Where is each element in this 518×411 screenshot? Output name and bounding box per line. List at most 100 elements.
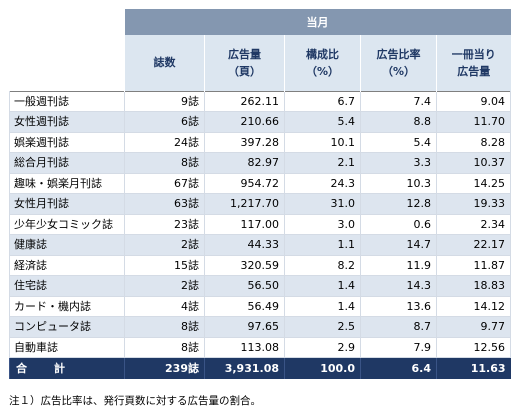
table-row: 総合月刊誌 8誌 82.97 2.1 3.3 10.37 — [9, 152, 512, 174]
table-row: 自動車誌 8誌 113.08 2.9 7.9 12.56 — [9, 337, 512, 358]
row-name: 趣味・娯楽月刊誌 — [9, 173, 125, 194]
row-ad-pages: 397.28 — [204, 132, 285, 153]
table-row: 女性月刊誌 63誌 1,217.70 31.0 12.8 19.33 — [9, 193, 512, 215]
row-count: 9誌 — [124, 90, 205, 112]
header-corner-2 — [9, 35, 125, 91]
header-corner — [9, 9, 125, 35]
month-header: 当月 — [124, 9, 511, 35]
column-header-share: 構成比 （%） — [284, 35, 361, 91]
total-per-copy: 11.63 — [435, 357, 511, 379]
row-ratio: 13.6 — [360, 296, 437, 317]
row-per-copy: 19.33 — [435, 193, 512, 215]
row-share: 2.9 — [284, 337, 361, 358]
table-row: コンピュータ誌 8誌 97.65 2.5 8.7 9.77 — [9, 316, 512, 338]
row-count: 15誌 — [124, 255, 205, 276]
row-count: 8誌 — [124, 152, 205, 174]
column-header-ratio: 広告比率 （%） — [360, 35, 437, 91]
column-header-line1: 構成比 — [306, 47, 339, 61]
row-share: 24.3 — [284, 173, 361, 194]
row-name: 少年少女コミック誌 — [9, 214, 125, 235]
row-count: 4誌 — [124, 296, 205, 317]
table-row: 一般週刊誌 9誌 262.11 6.7 7.4 9.04 — [9, 90, 512, 112]
row-name: 経済誌 — [9, 255, 125, 276]
column-header-line1: 誌数 — [153, 56, 176, 70]
row-ratio: 12.8 — [360, 193, 437, 215]
row-ad-pages: 56.50 — [204, 275, 285, 297]
row-per-copy: 22.17 — [435, 234, 512, 256]
ad-volume-table-container: 当月 誌数 広告量 （頁） 構成比 （%） 広告比率 （%） 一冊当り 広告量 一般週刊… — [9, 9, 512, 379]
row-share: 6.7 — [284, 90, 361, 112]
row-ratio: 7.4 — [360, 90, 437, 112]
table-row: 娯楽週刊誌 24誌 397.28 10.1 5.4 8.28 — [9, 132, 512, 153]
row-ad-pages: 82.97 — [204, 152, 285, 174]
row-count: 8誌 — [124, 337, 205, 358]
row-ratio: 5.4 — [360, 132, 437, 153]
row-ratio: 14.3 — [360, 275, 437, 297]
row-share: 1.4 — [284, 296, 361, 317]
row-name: 女性月刊誌 — [9, 193, 125, 215]
column-header-per-copy: 一冊当り 広告量 — [435, 35, 511, 91]
footnote: 注１）広告比率は、発行頁数に対する広告量の割合。 — [9, 395, 261, 407]
row-share: 3.0 — [284, 214, 361, 235]
row-ad-pages: 44.33 — [204, 234, 285, 256]
row-ratio: 7.9 — [360, 337, 437, 358]
row-count: 23誌 — [124, 214, 205, 235]
row-ad-pages: 210.66 — [204, 111, 285, 133]
row-name: 一般週刊誌 — [9, 90, 125, 112]
row-per-copy: 9.04 — [435, 90, 512, 112]
row-name: 住宅誌 — [9, 275, 125, 297]
row-per-copy: 12.56 — [435, 337, 512, 358]
row-count: 2誌 — [124, 275, 205, 297]
row-ad-pages: 97.65 — [204, 316, 285, 338]
table-row: 少年少女コミック誌 23誌 117.00 3.0 0.6 2.34 — [9, 214, 512, 235]
header-row-month: 当月 — [9, 9, 511, 35]
row-count: 8誌 — [124, 316, 205, 338]
row-ad-pages: 117.00 — [204, 214, 285, 235]
total-label: 合 計 — [9, 357, 125, 379]
row-ad-pages: 954.72 — [204, 173, 285, 194]
table-row: 健康誌 2誌 44.33 1.1 14.7 22.17 — [9, 234, 512, 256]
row-share: 31.0 — [284, 193, 361, 215]
column-header-count: 誌数 — [124, 35, 205, 91]
row-name: 健康誌 — [9, 234, 125, 256]
row-name: コンピュータ誌 — [9, 316, 125, 338]
row-count: 2誌 — [124, 234, 205, 256]
header-row-columns: 誌数 広告量 （頁） 構成比 （%） 広告比率 （%） 一冊当り 広告量 — [9, 35, 511, 91]
row-ratio: 0.6 — [360, 214, 437, 235]
total-count: 239誌 — [124, 357, 205, 379]
column-header-ad-pages: 広告量 （頁） — [204, 35, 285, 91]
row-per-copy: 11.87 — [435, 255, 512, 276]
total-share: 100.0 — [284, 357, 361, 379]
row-per-copy: 8.28 — [435, 132, 512, 153]
row-share: 2.5 — [284, 316, 361, 338]
column-header-line1: 広告量 — [228, 47, 261, 61]
column-header-line2: （%） — [305, 64, 340, 78]
row-ad-pages: 262.11 — [204, 90, 285, 112]
row-name: カード・機内誌 — [9, 296, 125, 317]
row-per-copy: 14.25 — [435, 173, 512, 194]
row-ratio: 3.3 — [360, 152, 437, 174]
row-share: 5.4 — [284, 111, 361, 133]
table-row: 趣味・娯楽月刊誌 67誌 954.72 24.3 10.3 14.25 — [9, 173, 512, 194]
column-header-line2: （%） — [381, 64, 416, 78]
row-ad-pages: 1,217.70 — [204, 193, 285, 215]
row-count: 24誌 — [124, 132, 205, 153]
ad-volume-table: 当月 誌数 広告量 （頁） 構成比 （%） 広告比率 （%） 一冊当り 広告量 一般週刊… — [9, 9, 512, 379]
row-name: 総合月刊誌 — [9, 152, 125, 174]
row-per-copy: 14.12 — [435, 296, 512, 317]
row-ratio: 14.7 — [360, 234, 437, 256]
row-ad-pages: 56.49 — [204, 296, 285, 317]
total-ratio: 6.4 — [360, 357, 437, 379]
row-share: 1.4 — [284, 275, 361, 297]
row-share: 8.2 — [284, 255, 361, 276]
row-share: 10.1 — [284, 132, 361, 153]
table-row: カード・機内誌 4誌 56.49 1.4 13.6 14.12 — [9, 296, 512, 317]
total-row: 合 計 239誌 3,931.08 100.0 6.4 11.63 — [9, 357, 511, 379]
total-ad-pages: 3,931.08 — [204, 357, 285, 379]
row-ad-pages: 113.08 — [204, 337, 285, 358]
row-ad-pages: 320.59 — [204, 255, 285, 276]
row-share: 1.1 — [284, 234, 361, 256]
column-header-line2: 広告量 — [457, 64, 491, 78]
column-header-line2: （頁） — [228, 64, 261, 78]
row-share: 2.1 — [284, 152, 361, 174]
